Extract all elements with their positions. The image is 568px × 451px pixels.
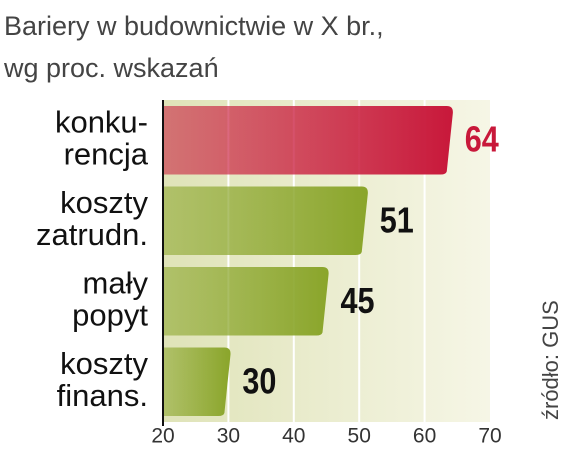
category-label: mały (83, 265, 149, 300)
category-label: konku- (55, 104, 148, 139)
x-tick-label: 30 (217, 425, 240, 448)
category-label: zatrudn. (36, 217, 148, 252)
category-label: koszty (60, 346, 148, 381)
value-label: 45 (341, 282, 375, 322)
category-label: koszty (60, 185, 148, 220)
category-label: popyt (72, 297, 148, 332)
value-label: 51 (380, 201, 414, 241)
x-tick-label: 50 (348, 425, 371, 448)
x-tick-label: 70 (478, 425, 501, 448)
category-label: finans. (57, 378, 148, 413)
value-label: 30 (242, 362, 276, 402)
x-tick-label: 40 (282, 425, 305, 448)
source: źródło: GUS (538, 300, 563, 420)
chart-subtitle: wg proc. wskazań (3, 53, 219, 83)
category-label: rencja (64, 136, 149, 171)
bar (163, 267, 329, 336)
value-label: 64 (465, 121, 499, 161)
chart-title: Bariery w budownictwie w X br., (4, 11, 384, 41)
bar (163, 186, 368, 255)
bar (163, 106, 453, 175)
x-tick-label: 20 (151, 425, 174, 448)
x-tick-label: 60 (413, 425, 436, 448)
bar (163, 347, 231, 416)
